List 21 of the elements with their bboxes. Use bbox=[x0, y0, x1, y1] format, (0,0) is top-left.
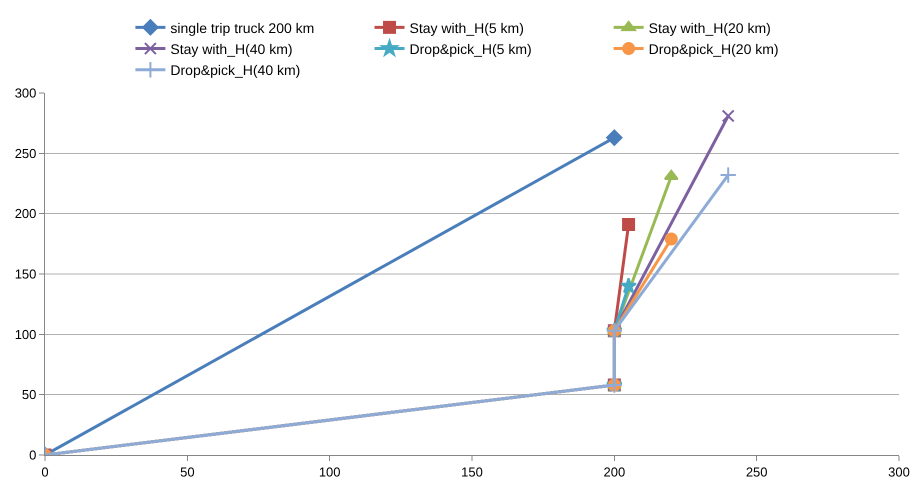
legend-label: Drop&pick_H(5 km) bbox=[410, 41, 532, 58]
y-tick-label: 250 bbox=[14, 146, 36, 161]
legend-label: Stay with_H(5 km) bbox=[410, 20, 524, 36]
x-tick-label: 250 bbox=[746, 464, 768, 480]
y-tick-label: 50 bbox=[22, 387, 36, 402]
y-tick-label: 200 bbox=[14, 206, 36, 222]
legend-label: Stay with_H(40 km) bbox=[170, 41, 293, 58]
legend-label: Drop&pick_H(40 km) bbox=[170, 62, 300, 78]
x-tick-label: 200 bbox=[603, 464, 626, 480]
legend-label: single trip truck 200 km bbox=[170, 20, 314, 36]
x-tick-label: 50 bbox=[180, 464, 195, 480]
x-tick-label: 100 bbox=[318, 464, 341, 480]
y-tick-label: 100 bbox=[14, 326, 36, 342]
legend-label: Drop&pick_H(20 km) bbox=[648, 41, 779, 58]
y-tick-label: 150 bbox=[14, 266, 36, 282]
legend-label: Stay with_H(20 km) bbox=[648, 20, 771, 36]
x-tick-label: 150 bbox=[461, 464, 483, 480]
y-tick-label: 0 bbox=[29, 448, 36, 463]
y-tick-label: 300 bbox=[14, 86, 36, 101]
x-tick-label: 300 bbox=[888, 464, 910, 480]
x-tick-label: 0 bbox=[41, 464, 49, 480]
